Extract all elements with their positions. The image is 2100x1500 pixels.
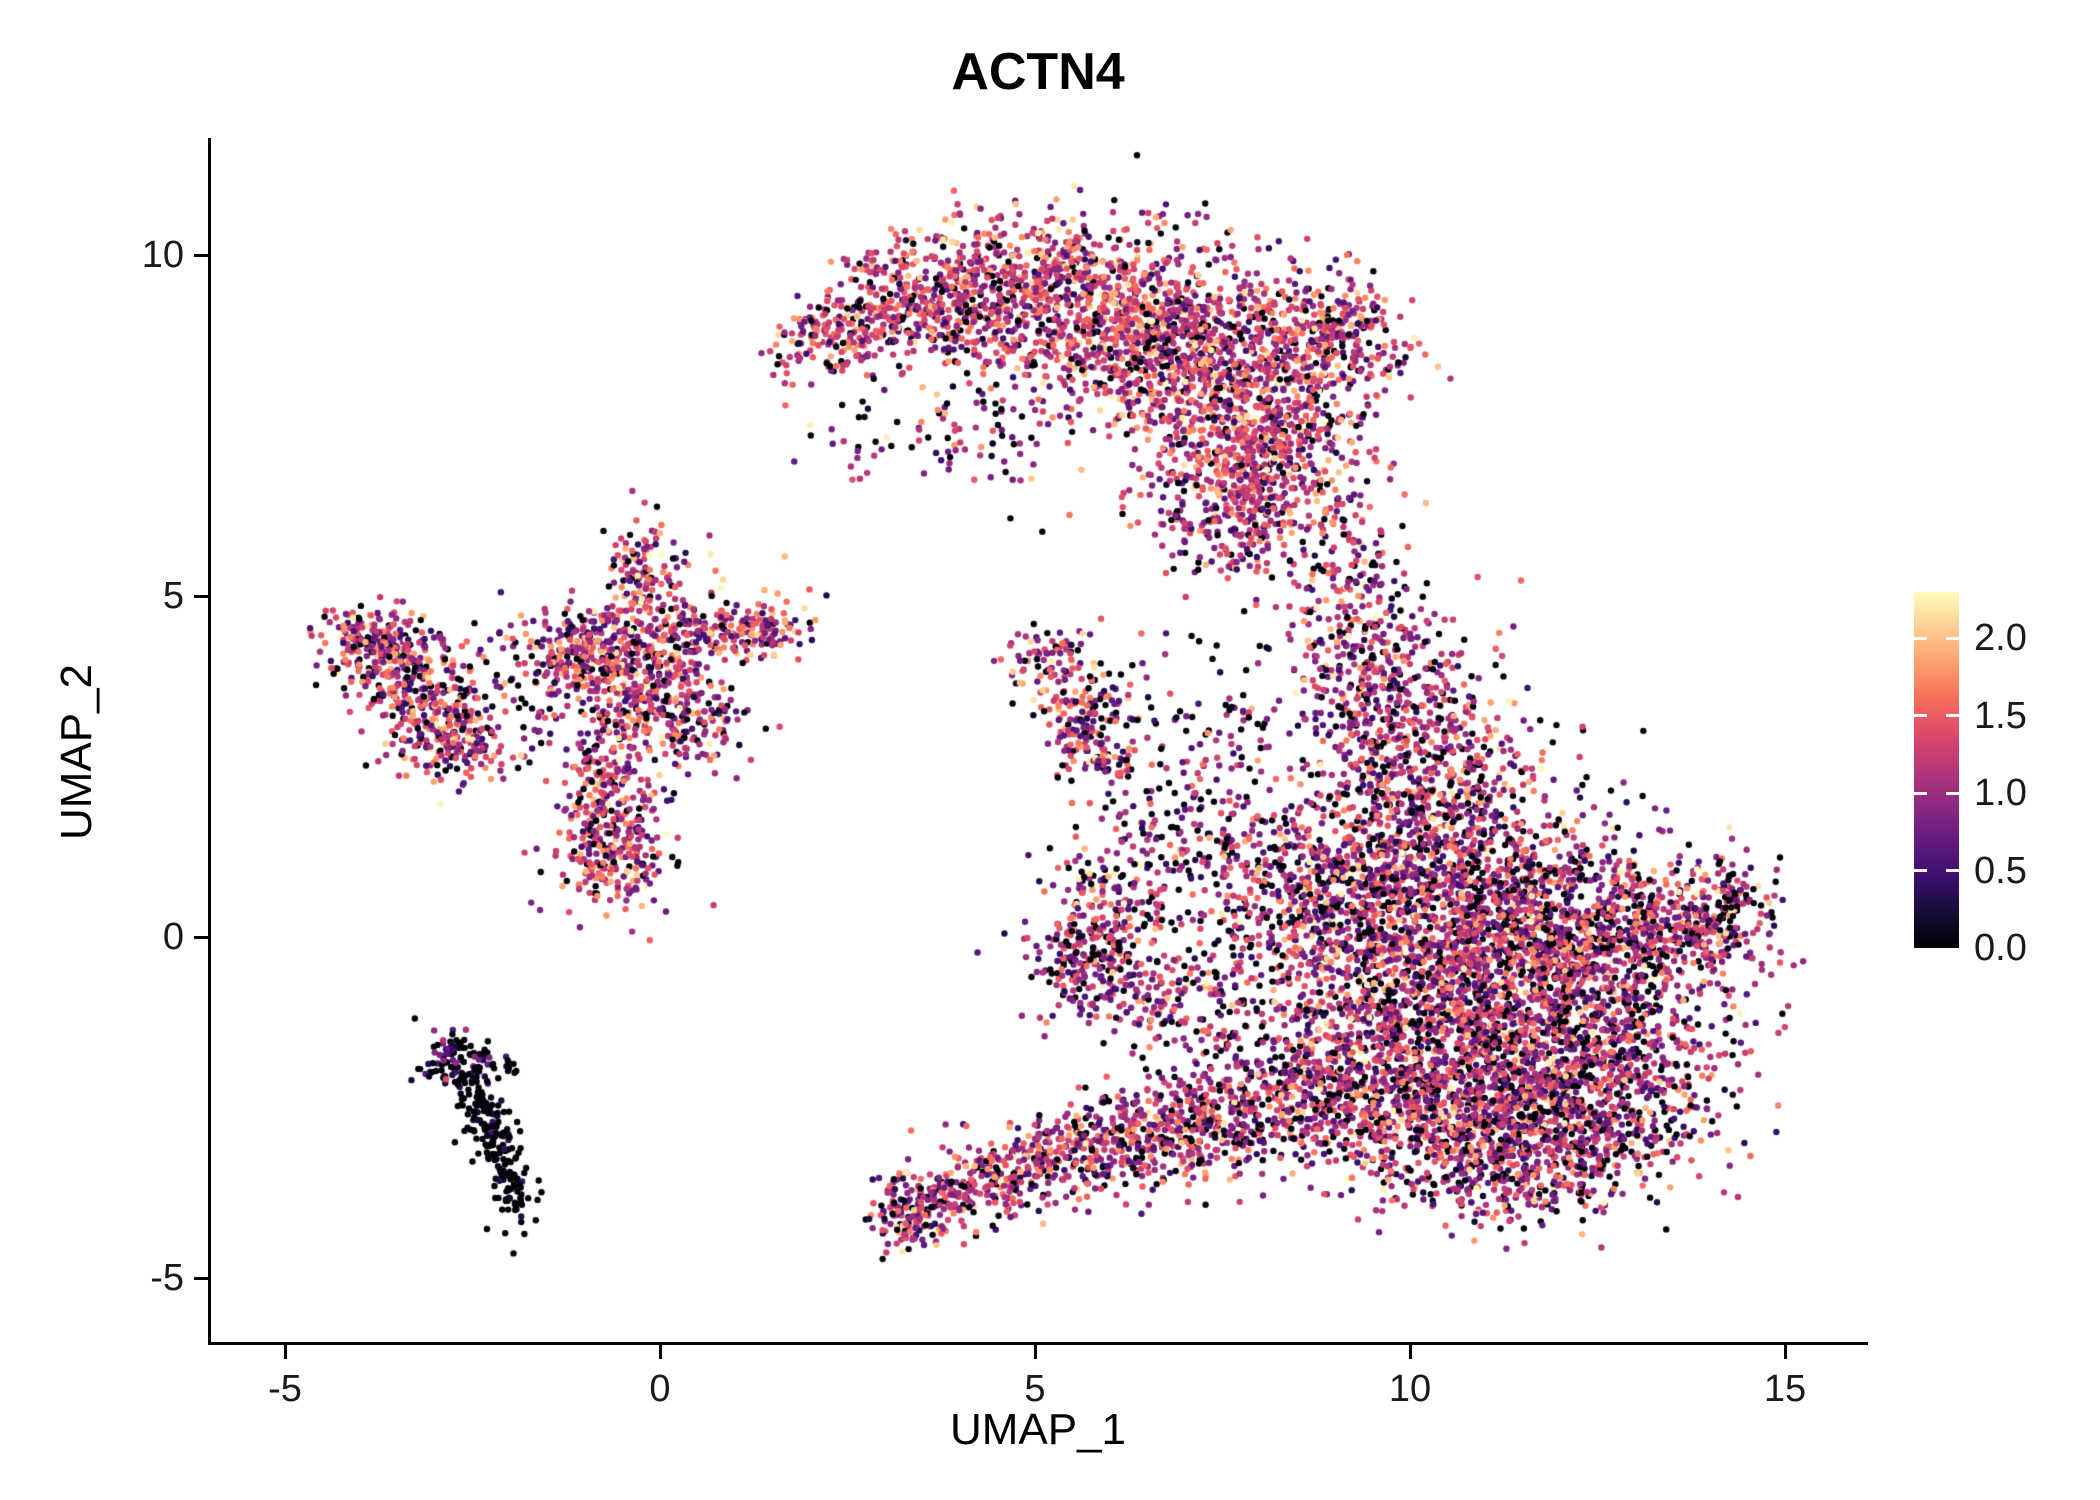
x-tick-label: 15 (1763, 1368, 1807, 1410)
colorbar-tick-label: 2.0 (1974, 617, 2027, 660)
x-axis-title: UMAP_1 (949, 1405, 1127, 1454)
colorbar-tick-mark (1914, 791, 1927, 795)
x-axis-line (208, 1342, 1868, 1345)
x-tick-mark (1783, 1345, 1787, 1359)
y-tick-label: 5 (162, 575, 184, 617)
colorbar-tick-mark (1946, 636, 1959, 640)
x-tick-mark (283, 1345, 287, 1359)
colorbar-tick-mark (1914, 714, 1927, 718)
y-tick-mark (194, 935, 208, 939)
y-axis-line (208, 138, 211, 1345)
y-axis-title: UMAP_2 (52, 663, 101, 841)
y-tick-mark (194, 1276, 208, 1280)
y-tick-label: 0 (162, 916, 184, 958)
colorbar-tick-label: 0.5 (1974, 849, 2027, 892)
colorbar-tick-mark (1946, 714, 1959, 718)
plot-title: ACTN4 (951, 43, 1125, 101)
x-tick-mark (658, 1345, 662, 1359)
colorbar-tick-mark (1914, 636, 1927, 640)
colorbar-tick-label: 0.0 (1974, 927, 2027, 969)
colorbar-tick-label: 1.5 (1974, 694, 2027, 737)
y-tick-mark (194, 594, 208, 598)
colorbar-tick-mark (1914, 869, 1927, 873)
x-tick-label: -5 (268, 1368, 302, 1410)
x-tick-label: 10 (1388, 1368, 1432, 1410)
colorbar-gradient (1914, 592, 1959, 948)
colorbar-tick-mark (1946, 869, 1959, 873)
y-tick-label: -5 (150, 1257, 184, 1299)
x-tick-label: 0 (649, 1368, 671, 1410)
colorbar-tick-label: 1.0 (1974, 772, 2027, 815)
colorbar-tick-mark (1946, 791, 1959, 795)
y-tick-mark (194, 253, 208, 257)
x-tick-mark (1033, 1345, 1037, 1359)
y-tick-label: 10 (141, 234, 184, 276)
x-tick-mark (1408, 1345, 1412, 1359)
x-tick-label: 5 (1024, 1368, 1046, 1410)
